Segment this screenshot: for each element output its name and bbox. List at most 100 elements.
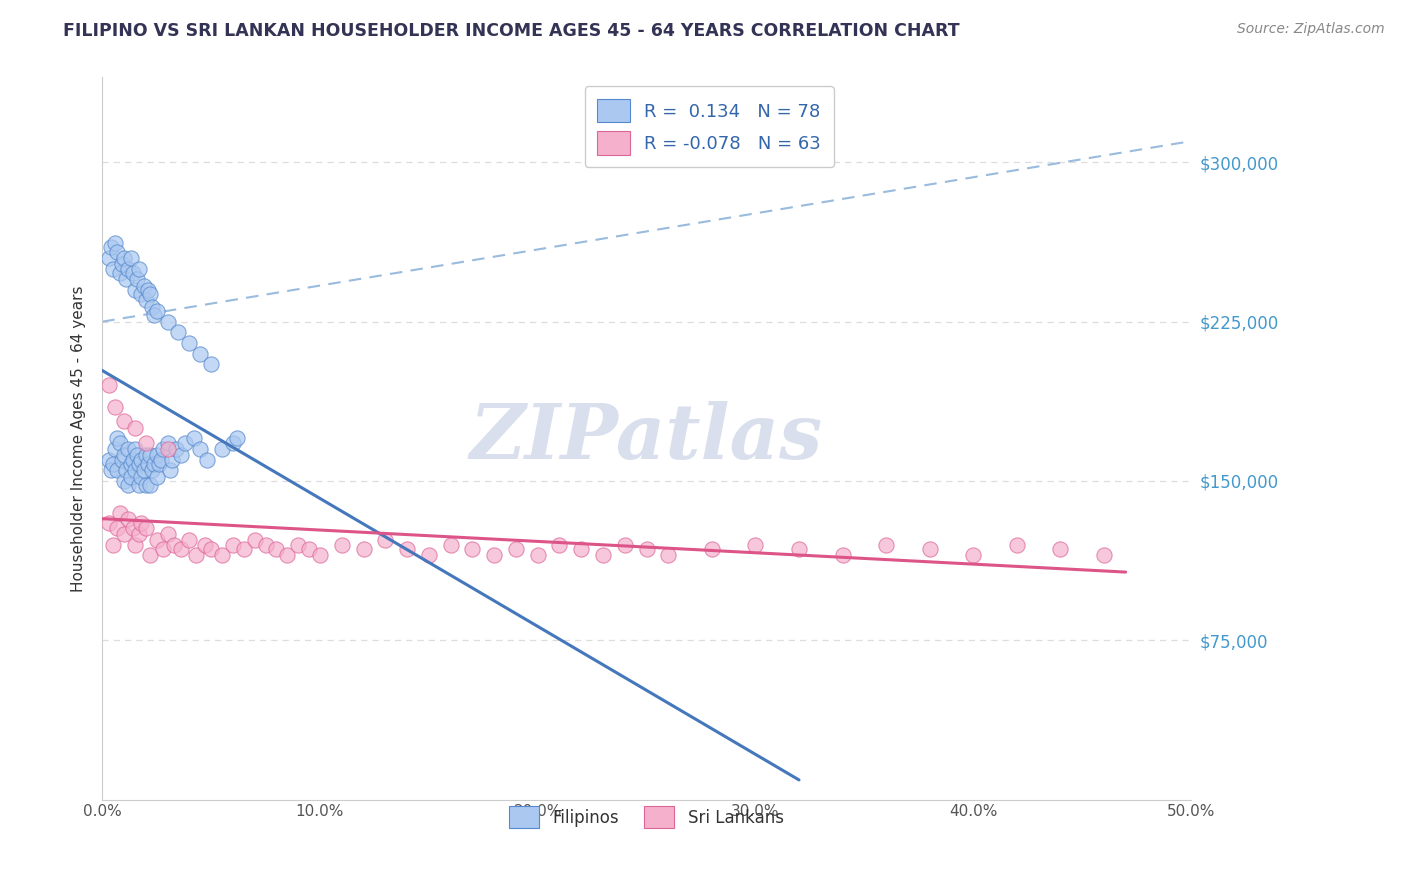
Point	[139, 478, 162, 492]
Point	[132, 278, 155, 293]
Point	[232, 541, 254, 556]
Point	[243, 533, 266, 548]
Point	[174, 435, 197, 450]
Point	[107, 244, 129, 259]
Point	[128, 261, 150, 276]
Point	[117, 512, 139, 526]
Point	[169, 541, 191, 556]
Point	[145, 533, 167, 548]
Point	[104, 236, 127, 251]
Legend: Filipinos, Sri Lankans: Filipinos, Sri Lankans	[503, 800, 790, 835]
Point	[156, 527, 179, 541]
Point	[145, 304, 167, 318]
Point	[193, 538, 215, 552]
Point	[145, 469, 167, 483]
Point	[163, 538, 186, 552]
Point	[100, 463, 122, 477]
Point	[374, 533, 396, 548]
Point	[787, 541, 810, 556]
Point	[121, 266, 143, 280]
Point	[160, 452, 183, 467]
Point	[124, 421, 146, 435]
Point	[136, 283, 159, 297]
Point	[526, 549, 548, 563]
Point	[266, 541, 288, 556]
Point	[128, 478, 150, 492]
Point	[101, 538, 124, 552]
Point	[125, 449, 148, 463]
Point	[276, 549, 298, 563]
Point	[121, 521, 143, 535]
Point	[298, 541, 321, 556]
Point	[112, 449, 135, 463]
Point	[135, 449, 157, 463]
Point	[152, 541, 174, 556]
Point	[195, 452, 218, 467]
Point	[156, 435, 179, 450]
Point	[117, 442, 139, 456]
Point	[156, 315, 179, 329]
Point	[97, 251, 120, 265]
Point	[104, 400, 127, 414]
Point	[152, 442, 174, 456]
Point	[108, 266, 131, 280]
Point	[569, 541, 592, 556]
Point	[104, 442, 127, 456]
Point	[107, 521, 129, 535]
Point	[1049, 541, 1071, 556]
Point	[101, 457, 124, 471]
Point	[131, 287, 153, 301]
Point	[141, 463, 163, 477]
Point	[439, 538, 461, 552]
Point	[222, 435, 245, 450]
Text: ZIPatlas: ZIPatlas	[470, 401, 823, 475]
Point	[97, 516, 120, 531]
Point	[107, 463, 129, 477]
Point	[112, 474, 135, 488]
Point	[121, 452, 143, 467]
Point	[169, 449, 191, 463]
Point	[141, 300, 163, 314]
Point	[101, 261, 124, 276]
Point	[226, 432, 249, 446]
Point	[132, 463, 155, 477]
Point	[613, 538, 636, 552]
Point	[131, 452, 153, 467]
Point	[135, 435, 157, 450]
Point	[962, 549, 984, 563]
Point	[396, 541, 419, 556]
Point	[148, 457, 170, 471]
Point	[700, 541, 723, 556]
Point	[131, 469, 153, 483]
Point	[165, 442, 187, 456]
Point	[1092, 549, 1115, 563]
Point	[111, 257, 134, 271]
Point	[200, 357, 222, 371]
Point	[211, 549, 233, 563]
Point	[254, 538, 277, 552]
Text: FILIPINO VS SRI LANKAN HOUSEHOLDER INCOME AGES 45 - 64 YEARS CORRELATION CHART: FILIPINO VS SRI LANKAN HOUSEHOLDER INCOM…	[63, 22, 960, 40]
Point	[482, 549, 505, 563]
Point	[167, 326, 190, 340]
Point	[135, 478, 157, 492]
Point	[124, 463, 146, 477]
Point	[179, 335, 201, 350]
Point	[117, 261, 139, 276]
Point	[222, 538, 245, 552]
Point	[139, 287, 162, 301]
Point	[124, 283, 146, 297]
Point	[111, 452, 134, 467]
Point	[135, 521, 157, 535]
Point	[131, 516, 153, 531]
Point	[128, 457, 150, 471]
Point	[159, 463, 181, 477]
Point	[184, 549, 207, 563]
Point	[353, 541, 375, 556]
Point	[100, 240, 122, 254]
Point	[183, 432, 205, 446]
Point	[179, 533, 201, 548]
Point	[592, 549, 614, 563]
Point	[188, 346, 211, 360]
Y-axis label: Householder Income Ages 45 - 64 years: Householder Income Ages 45 - 64 years	[72, 285, 86, 591]
Point	[918, 541, 941, 556]
